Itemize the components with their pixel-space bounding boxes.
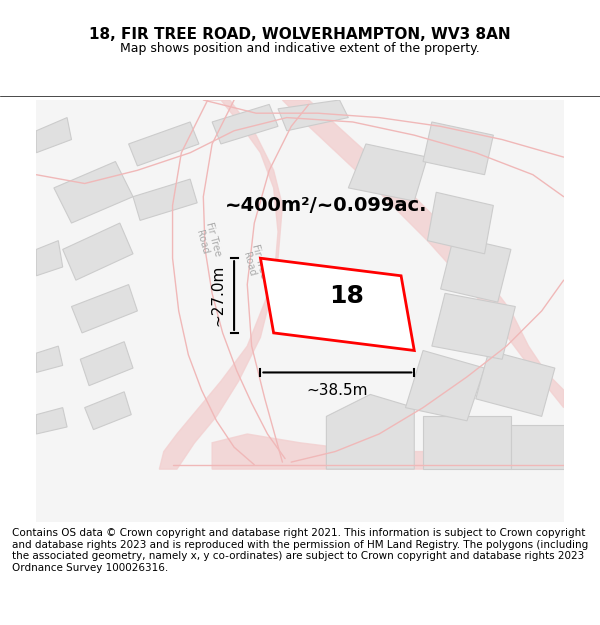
Text: 18: 18	[329, 284, 364, 308]
Text: ~38.5m: ~38.5m	[307, 382, 368, 398]
Text: ~27.0m: ~27.0m	[211, 265, 226, 326]
Polygon shape	[54, 161, 133, 223]
Polygon shape	[432, 293, 515, 359]
Polygon shape	[62, 223, 133, 280]
Polygon shape	[326, 394, 414, 469]
Polygon shape	[260, 258, 414, 351]
Polygon shape	[37, 408, 67, 434]
Polygon shape	[85, 392, 131, 429]
Polygon shape	[406, 351, 485, 421]
Polygon shape	[511, 425, 563, 469]
Polygon shape	[80, 342, 133, 386]
Text: 18, FIR TREE ROAD, WOLVERHAMPTON, WV3 8AN: 18, FIR TREE ROAD, WOLVERHAMPTON, WV3 8A…	[89, 27, 511, 42]
Text: Contains OS data © Crown copyright and database right 2021. This information is : Contains OS data © Crown copyright and d…	[12, 528, 588, 573]
Polygon shape	[37, 346, 62, 372]
Polygon shape	[423, 122, 493, 175]
Polygon shape	[133, 179, 197, 221]
Polygon shape	[212, 104, 278, 144]
Text: ~400m²/~0.099ac.: ~400m²/~0.099ac.	[225, 196, 428, 215]
Polygon shape	[71, 284, 137, 333]
Polygon shape	[427, 192, 493, 254]
Polygon shape	[37, 118, 71, 152]
Polygon shape	[283, 100, 563, 408]
Polygon shape	[212, 434, 563, 469]
Text: Map shows position and indicative extent of the property.: Map shows position and indicative extent…	[120, 42, 480, 55]
Text: Fir Tree
Road: Fir Tree Road	[193, 221, 223, 261]
Polygon shape	[128, 122, 199, 166]
Text: Fir Tree
Road: Fir Tree Road	[239, 243, 269, 282]
Polygon shape	[476, 351, 555, 416]
Polygon shape	[423, 416, 511, 469]
Polygon shape	[37, 241, 62, 276]
Polygon shape	[349, 144, 427, 201]
Polygon shape	[160, 100, 283, 469]
Polygon shape	[440, 236, 511, 302]
Polygon shape	[278, 100, 349, 131]
